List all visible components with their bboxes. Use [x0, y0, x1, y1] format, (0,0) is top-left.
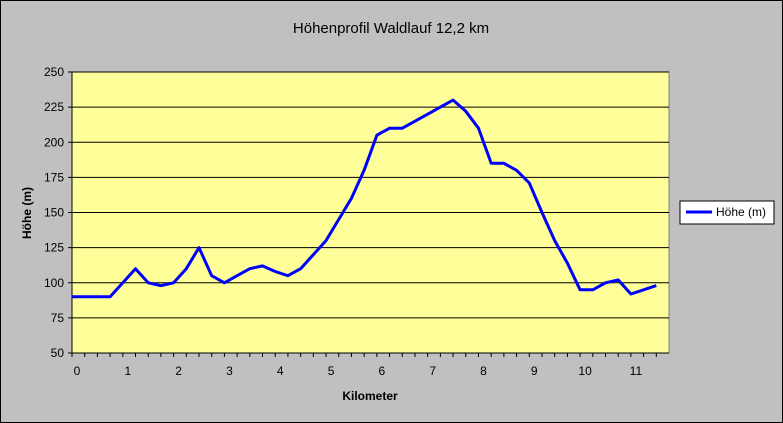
- x-axis-label: Kilometer: [342, 389, 398, 403]
- y-tick-label: 50: [51, 346, 65, 360]
- x-tick-label: 0: [74, 364, 81, 378]
- y-tick-label: 100: [44, 276, 64, 290]
- x-tick-label: 4: [277, 364, 284, 378]
- x-tick-label: 9: [531, 364, 538, 378]
- legend: Höhe (m): [679, 200, 775, 225]
- chart-title: Höhenprofil Waldlauf 12,2 km: [293, 20, 489, 37]
- legend-box: [679, 200, 775, 225]
- y-tick-label: 75: [51, 311, 65, 325]
- x-tick-label: 1: [124, 364, 131, 378]
- x-tick-label: 5: [328, 364, 335, 378]
- y-tick-label: 250: [44, 65, 64, 79]
- y-axis: 50 75 100 125 150 175 200 225 250: [44, 65, 73, 360]
- series-line-hoehe: [72, 98, 657, 299]
- x-tick-label: 11: [630, 364, 643, 378]
- x-tick-label: 3: [226, 364, 233, 378]
- x-tick-label: 10: [578, 364, 592, 378]
- plot-area: 0 1 2 3 4 5 6 7 8 9 10 11 50 75 100 125 150 175 200 225 250: [44, 65, 670, 378]
- x-tick-label: 7: [429, 364, 436, 378]
- y-tick-label: 175: [44, 170, 64, 184]
- x-tick-label: 8: [480, 364, 487, 378]
- y-tick-label: 200: [44, 135, 64, 149]
- legend-label: Höhe (m): [716, 205, 766, 219]
- y-axis-label: Höhe (m): [20, 187, 34, 239]
- y-tick-label: 150: [44, 206, 64, 220]
- x-axis: 0 1 2 3 4 5 6 7 8 9 10 11: [71, 352, 669, 378]
- x-tick-label: 2: [175, 364, 182, 378]
- y-tick-label: 225: [44, 100, 64, 114]
- y-tick-label: 125: [44, 241, 64, 255]
- x-tick-label: 6: [379, 364, 386, 378]
